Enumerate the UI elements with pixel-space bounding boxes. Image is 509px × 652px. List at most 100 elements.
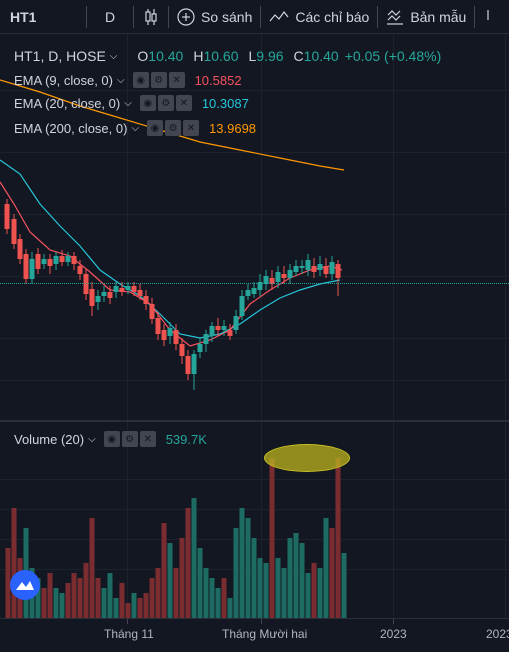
low-label: L <box>248 48 257 64</box>
interval-button[interactable]: D <box>87 0 133 34</box>
templates-label: Bản mẫu <box>410 8 467 25</box>
axis-tick <box>393 619 394 624</box>
eye-icon[interactable]: ◉ <box>103 431 120 447</box>
main-legend: HT1, D, HOSE ⌵ O 10.40 H 10.60 L 9.96 C … <box>14 46 441 66</box>
low-value: 9.96 <box>256 48 284 64</box>
chevron-down-icon[interactable]: ⌵ <box>88 433 96 445</box>
candle-body <box>239 296 245 316</box>
grid-line <box>393 34 394 618</box>
ema20-label: EMA (20, close, 0) <box>14 95 121 111</box>
candle-body <box>191 354 197 374</box>
volume-bar <box>263 563 269 618</box>
chevron-down-icon[interactable]: ⌵ <box>109 50 118 62</box>
ema9-legend[interactable]: EMA (9, close, 0) ⌵ ◉ ⚙ ✕ 10.5852 <box>14 70 242 90</box>
symbol-label: HT1 <box>10 8 37 25</box>
volume-bar <box>11 508 17 618</box>
more-icon <box>481 8 495 25</box>
volume-bar <box>221 578 227 618</box>
volume-legend[interactable]: Volume (20) ⌵ ◉ ⚙ ✕ 539.7K <box>14 429 207 449</box>
indicators-button[interactable]: Các chỉ báo <box>261 0 377 34</box>
pane-separator[interactable] <box>0 420 509 422</box>
chart-type-button[interactable] <box>134 0 168 34</box>
indicators-label: Các chỉ báo <box>295 8 370 25</box>
legend-symbol[interactable]: HT1, D, HOSE <box>14 48 106 64</box>
ema20-legend[interactable]: EMA (20, close, 0) ⌵ ◉ ⚙ ✕ 10.3087 <box>14 93 249 113</box>
chevron-down-icon[interactable]: ⌵ <box>131 122 140 134</box>
eye-icon[interactable]: ◉ <box>132 72 149 88</box>
close-icon[interactable]: ✕ <box>168 72 185 88</box>
volume-bar <box>113 598 119 618</box>
candle-body <box>161 330 167 340</box>
gear-icon[interactable]: ⚙ <box>121 431 138 447</box>
candle-body <box>125 286 131 290</box>
volume-bar <box>335 458 341 618</box>
grid-line <box>0 380 509 381</box>
open-label: O <box>137 48 149 64</box>
candle-body <box>65 256 71 262</box>
time-axis[interactable]: Tháng 11 Tháng Mười hai 2023 2023 <box>0 618 509 652</box>
volume-bar <box>107 573 113 618</box>
candle-body <box>17 239 23 259</box>
chevron-down-icon[interactable]: ⌵ <box>116 74 125 86</box>
volume-bar <box>149 578 155 618</box>
top-toolbar: HT1 D So sánh Các chỉ báo Bản mẫu <box>0 0 509 34</box>
volume-bar <box>299 543 305 618</box>
ema200-legend[interactable]: EMA (200, close, 0) ⌵ ◉ ⚙ ✕ 13.9698 <box>14 118 256 138</box>
volume-chart <box>5 458 347 618</box>
symbol-search-button[interactable]: HT1 <box>0 0 86 34</box>
grid-line <box>0 276 509 277</box>
candle-body <box>251 288 257 294</box>
candle-body <box>101 292 107 296</box>
candle-body <box>323 266 329 274</box>
compare-button[interactable]: So sánh <box>169 0 260 34</box>
chart-area[interactable]: HT1, D, HOSE ⌵ O 10.40 H 10.60 L 9.96 C … <box>0 34 509 652</box>
candle-body <box>89 289 95 306</box>
ema20-line <box>0 159 341 339</box>
interval-label: D <box>104 8 116 25</box>
volume-label: Volume (20) <box>14 431 85 447</box>
price-chart <box>0 79 345 390</box>
candle-body <box>305 260 311 270</box>
gear-icon[interactable]: ⚙ <box>165 120 182 136</box>
volume-bar <box>77 578 83 618</box>
close-icon[interactable]: ✕ <box>183 120 200 136</box>
close-icon[interactable]: ✕ <box>139 431 156 447</box>
volume-bar <box>5 548 11 618</box>
templates-button[interactable]: Bản mẫu <box>378 0 474 34</box>
tradingview-logo-icon[interactable] <box>10 570 40 600</box>
change-value: +0.05 (+0.48%) <box>344 48 442 64</box>
volume-bar <box>287 538 293 618</box>
candle-body <box>317 264 323 270</box>
gear-icon[interactable]: ⚙ <box>150 72 167 88</box>
toolbar-divider <box>86 5 87 28</box>
candle-body <box>287 270 293 278</box>
grid-line <box>0 90 509 91</box>
eye-icon[interactable]: ◉ <box>139 95 156 111</box>
ema9-label: EMA (9, close, 0) <box>14 72 113 88</box>
close-label: C <box>293 48 304 64</box>
volume-bar <box>185 508 191 618</box>
volume-bar <box>173 568 179 618</box>
more-toolbar-button[interactable] <box>475 0 501 34</box>
candle-body <box>155 318 161 334</box>
volume-bar <box>119 583 125 618</box>
candle-body <box>221 326 227 330</box>
volume-bar <box>329 528 335 618</box>
close-icon[interactable]: ✕ <box>175 95 192 111</box>
gear-icon[interactable]: ⚙ <box>157 95 174 111</box>
open-value: 10.40 <box>148 48 184 64</box>
candle-body <box>59 256 65 262</box>
toolbar-divider <box>260 5 262 28</box>
chevron-down-icon[interactable]: ⌵ <box>124 97 132 109</box>
xaxis-label: 2023 <box>486 627 509 641</box>
candle-body <box>131 286 137 292</box>
xaxis-label: 2023 <box>380 627 407 641</box>
candle-body <box>179 344 185 356</box>
volume-bar <box>305 573 311 618</box>
candle-body <box>83 274 89 294</box>
candle-body <box>53 256 59 264</box>
volume-bar <box>125 603 131 618</box>
candle-body <box>209 326 215 336</box>
volume-bar <box>197 548 203 618</box>
eye-icon[interactable]: ◉ <box>147 120 164 136</box>
